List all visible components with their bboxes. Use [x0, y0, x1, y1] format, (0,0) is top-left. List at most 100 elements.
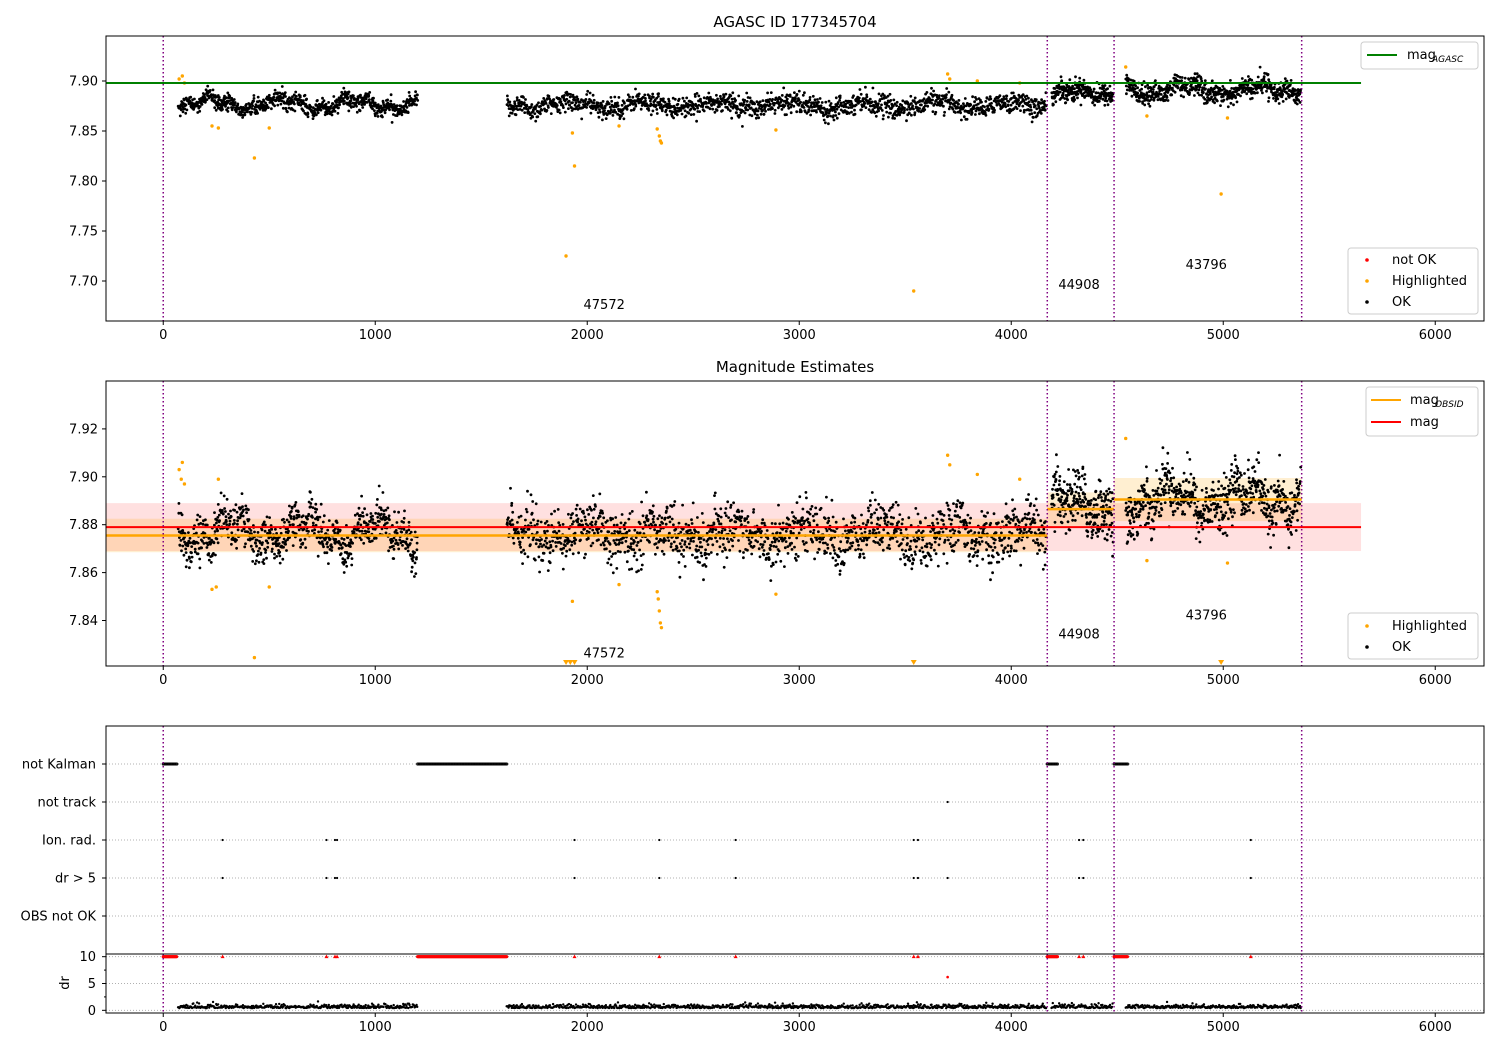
ok-point — [649, 97, 653, 101]
ok-point — [306, 112, 310, 116]
ok-point — [1144, 85, 1147, 89]
ok-point — [630, 537, 633, 540]
ok-point — [838, 99, 841, 102]
ok-point — [639, 554, 643, 557]
ok-point — [719, 522, 723, 526]
ok-point — [394, 529, 398, 532]
ok-point — [563, 94, 566, 97]
ok-point — [535, 531, 539, 534]
ok-point — [753, 112, 757, 116]
ok-point — [814, 506, 818, 510]
ok-point — [879, 106, 883, 110]
ok-point — [895, 100, 899, 104]
ok-point — [941, 97, 945, 101]
ok-point — [675, 113, 679, 117]
ok-point — [1022, 108, 1026, 112]
ok-point — [623, 101, 626, 105]
ok-point — [738, 113, 741, 117]
ok-point — [844, 105, 848, 109]
ok-point — [1132, 79, 1136, 83]
ok-point — [790, 548, 794, 551]
ok-point — [549, 545, 553, 549]
ok-point — [574, 538, 578, 542]
ok-point — [376, 103, 380, 107]
ok-point — [1180, 76, 1184, 79]
ok-point — [373, 109, 376, 112]
ok-point — [672, 540, 676, 544]
ok-point — [831, 543, 834, 547]
ok-point — [768, 548, 772, 551]
ok-point — [699, 97, 702, 101]
ok-point — [902, 111, 906, 114]
ok-point — [795, 536, 799, 540]
ok-point — [683, 99, 686, 103]
highlighted-point — [252, 156, 257, 160]
ok-point — [730, 518, 733, 522]
ok-point — [683, 565, 687, 568]
ok-point — [696, 106, 699, 110]
ok-point — [895, 104, 898, 107]
ok-point — [241, 110, 244, 114]
ok-point — [1222, 87, 1226, 91]
ok-point — [1063, 97, 1067, 100]
ok-point — [611, 552, 615, 556]
ok-point — [413, 530, 417, 534]
ok-point — [1240, 91, 1244, 94]
ok-point — [829, 529, 833, 532]
ok-point — [772, 544, 776, 548]
ok-point — [309, 502, 313, 505]
ok-point — [625, 560, 629, 564]
ok-point — [804, 491, 808, 494]
ok-point — [788, 95, 792, 98]
ok-point — [1187, 78, 1191, 81]
ok-point — [581, 509, 585, 513]
ok-point — [394, 538, 398, 542]
ok-point — [349, 552, 353, 556]
ok-point — [809, 530, 812, 533]
ok-point — [252, 99, 256, 103]
ok-point — [740, 509, 744, 513]
ok-point — [274, 527, 277, 531]
ok-point — [1011, 91, 1015, 95]
ok-point — [729, 506, 732, 509]
ok-point — [415, 541, 419, 545]
ok-point — [380, 508, 383, 512]
ok-point — [592, 98, 596, 102]
ok-point — [307, 530, 310, 533]
highlighted-point — [180, 74, 185, 78]
ok-point — [534, 119, 538, 123]
ok-point — [511, 510, 515, 514]
ok-point — [260, 528, 264, 532]
ok-point — [954, 111, 957, 114]
ok-point — [694, 530, 698, 533]
ok-point — [235, 110, 238, 114]
highlighted-point — [216, 126, 221, 130]
ok-point — [641, 514, 645, 518]
ok-point — [771, 98, 774, 101]
ok-point — [705, 102, 708, 105]
ok-point — [677, 521, 681, 525]
ok-point — [611, 517, 614, 521]
ok-point — [747, 103, 751, 107]
ok-point — [408, 104, 411, 107]
ok-point — [190, 551, 193, 555]
ok-point — [887, 115, 890, 119]
ok-point — [853, 108, 856, 112]
ok-point — [892, 98, 896, 102]
ok-point — [794, 552, 798, 556]
ok-point — [774, 545, 778, 549]
ok-point — [302, 99, 305, 102]
ok-point — [1193, 94, 1196, 97]
ok-point — [242, 527, 246, 531]
ok-point — [1182, 85, 1186, 89]
ok-point — [1129, 78, 1132, 82]
ok-point — [862, 104, 866, 108]
ok-point — [831, 556, 835, 560]
ok-point — [813, 98, 817, 102]
ok-point — [323, 551, 327, 555]
ok-point — [585, 106, 588, 109]
ok-point — [330, 113, 334, 117]
ok-point — [415, 103, 418, 107]
ok-point — [832, 546, 836, 549]
ok-point — [343, 558, 347, 562]
